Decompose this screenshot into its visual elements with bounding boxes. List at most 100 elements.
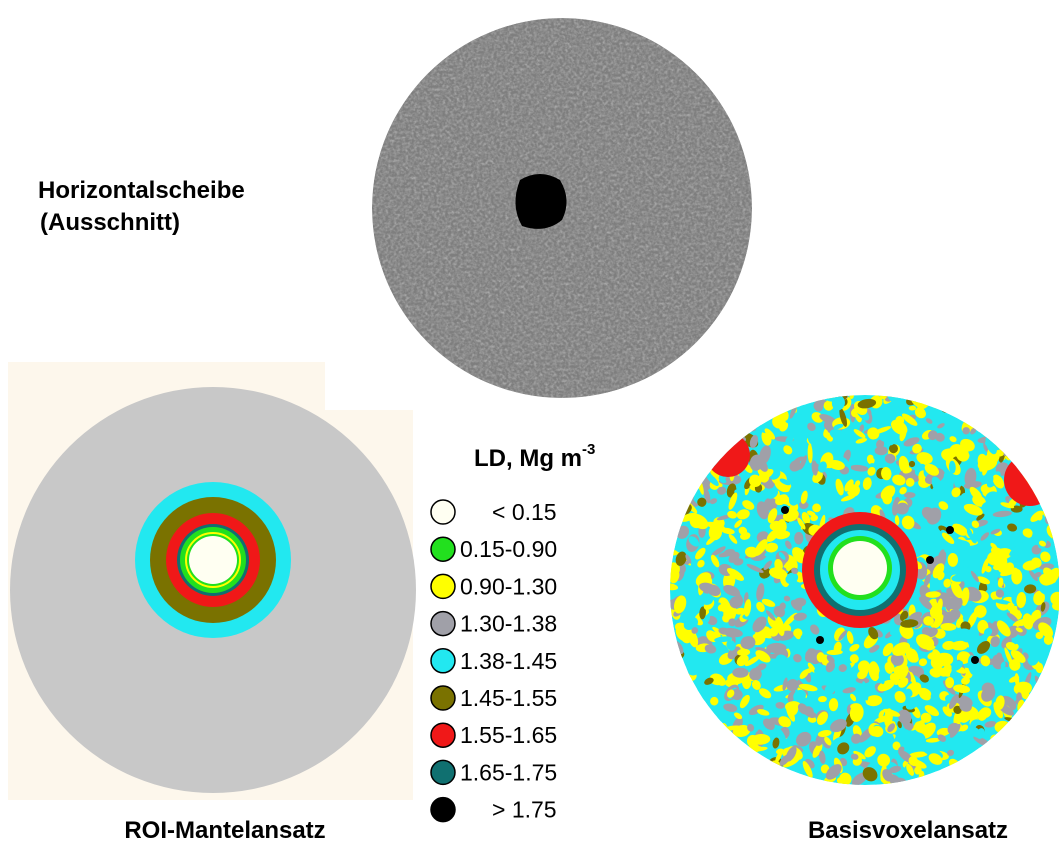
voxel [694, 727, 711, 738]
voxel [741, 391, 750, 405]
voxel [690, 712, 711, 731]
voxel [663, 449, 677, 463]
voxel [762, 770, 774, 782]
voxel [745, 408, 756, 420]
voxel [1021, 426, 1033, 441]
voxel [1018, 721, 1033, 736]
voxel [701, 415, 711, 426]
voxel [1055, 490, 1059, 498]
voxel [738, 765, 747, 780]
voxel [1051, 428, 1059, 442]
voxel [1037, 450, 1045, 457]
voxel [980, 419, 989, 430]
voxel [1041, 716, 1059, 732]
voxel [1037, 727, 1046, 737]
voxel [702, 747, 713, 758]
voxel [685, 411, 705, 429]
voxel [996, 403, 1011, 413]
voxel [740, 399, 758, 417]
voxel [717, 750, 724, 759]
voxel [686, 422, 702, 440]
voxel [1014, 773, 1022, 793]
legend-swatch [431, 723, 455, 747]
voxel [690, 716, 704, 732]
voxel [1031, 444, 1042, 454]
voxel [1000, 407, 1017, 424]
voxel [705, 746, 722, 761]
voxel [946, 389, 966, 410]
voxel [1022, 427, 1035, 440]
legend-title: LD, Mg m-3 [474, 441, 595, 472]
legend-label: 0.90-1.30 [460, 573, 557, 599]
voxel [734, 740, 743, 753]
voxel [703, 774, 721, 794]
voxel [970, 392, 977, 400]
voxel [670, 717, 686, 731]
voxel [1041, 687, 1057, 709]
voxel [990, 758, 1003, 770]
voxel [674, 421, 688, 435]
voxel-core [1004, 454, 1056, 506]
voxel [1007, 728, 1027, 742]
voxel [979, 761, 986, 772]
voxel [1045, 746, 1057, 760]
voxel [1010, 743, 1027, 758]
voxel [703, 439, 715, 457]
voxel [1049, 445, 1059, 458]
voxel [1035, 397, 1052, 412]
voxel [721, 741, 732, 756]
voxel [1033, 715, 1045, 735]
voxel-dot [816, 636, 824, 644]
voxel [1003, 439, 1019, 454]
voxel [1026, 725, 1043, 737]
voxel [1007, 752, 1022, 764]
voxel [688, 404, 704, 416]
voxel [977, 390, 995, 408]
voxel [687, 730, 697, 750]
voxel [733, 772, 749, 790]
roi-panel [8, 362, 416, 800]
voxel [1028, 697, 1040, 711]
voxel [670, 440, 685, 450]
voxel [983, 762, 994, 776]
voxel [1037, 474, 1051, 495]
voxel [686, 726, 692, 737]
voxel [1049, 428, 1059, 447]
voxel [679, 742, 691, 758]
voxel [749, 393, 764, 409]
voxel [772, 391, 786, 408]
voxel [731, 418, 741, 434]
voxel [683, 757, 704, 771]
voxel [1016, 416, 1028, 424]
voxel [1003, 390, 1016, 402]
voxel [665, 477, 681, 484]
voxel [696, 755, 712, 771]
voxel [1049, 469, 1055, 479]
voxel [668, 486, 679, 498]
voxel [1043, 467, 1059, 481]
voxel [1023, 452, 1042, 466]
voxel [1040, 402, 1051, 417]
voxel [679, 739, 692, 754]
voxel-core [706, 433, 750, 477]
voxel [1050, 758, 1059, 773]
legend-label: 1.38-1.45 [460, 648, 557, 674]
voxel [695, 395, 711, 410]
voxel [755, 760, 771, 779]
voxel [699, 467, 710, 473]
voxel [1052, 468, 1059, 479]
legend-label: 1.30-1.38 [460, 611, 557, 637]
voxel [1053, 676, 1059, 686]
voxel [726, 410, 735, 422]
voxel-dot [926, 556, 934, 564]
voxel [718, 436, 727, 445]
voxel [1040, 773, 1055, 786]
voxel [753, 767, 774, 785]
voxel [1006, 390, 1025, 410]
voxel [682, 690, 699, 701]
legend-label: < 0.15 [492, 499, 557, 525]
voxel [1047, 448, 1059, 460]
voxel [716, 747, 726, 756]
voxel [1051, 402, 1059, 417]
voxel [692, 423, 714, 442]
